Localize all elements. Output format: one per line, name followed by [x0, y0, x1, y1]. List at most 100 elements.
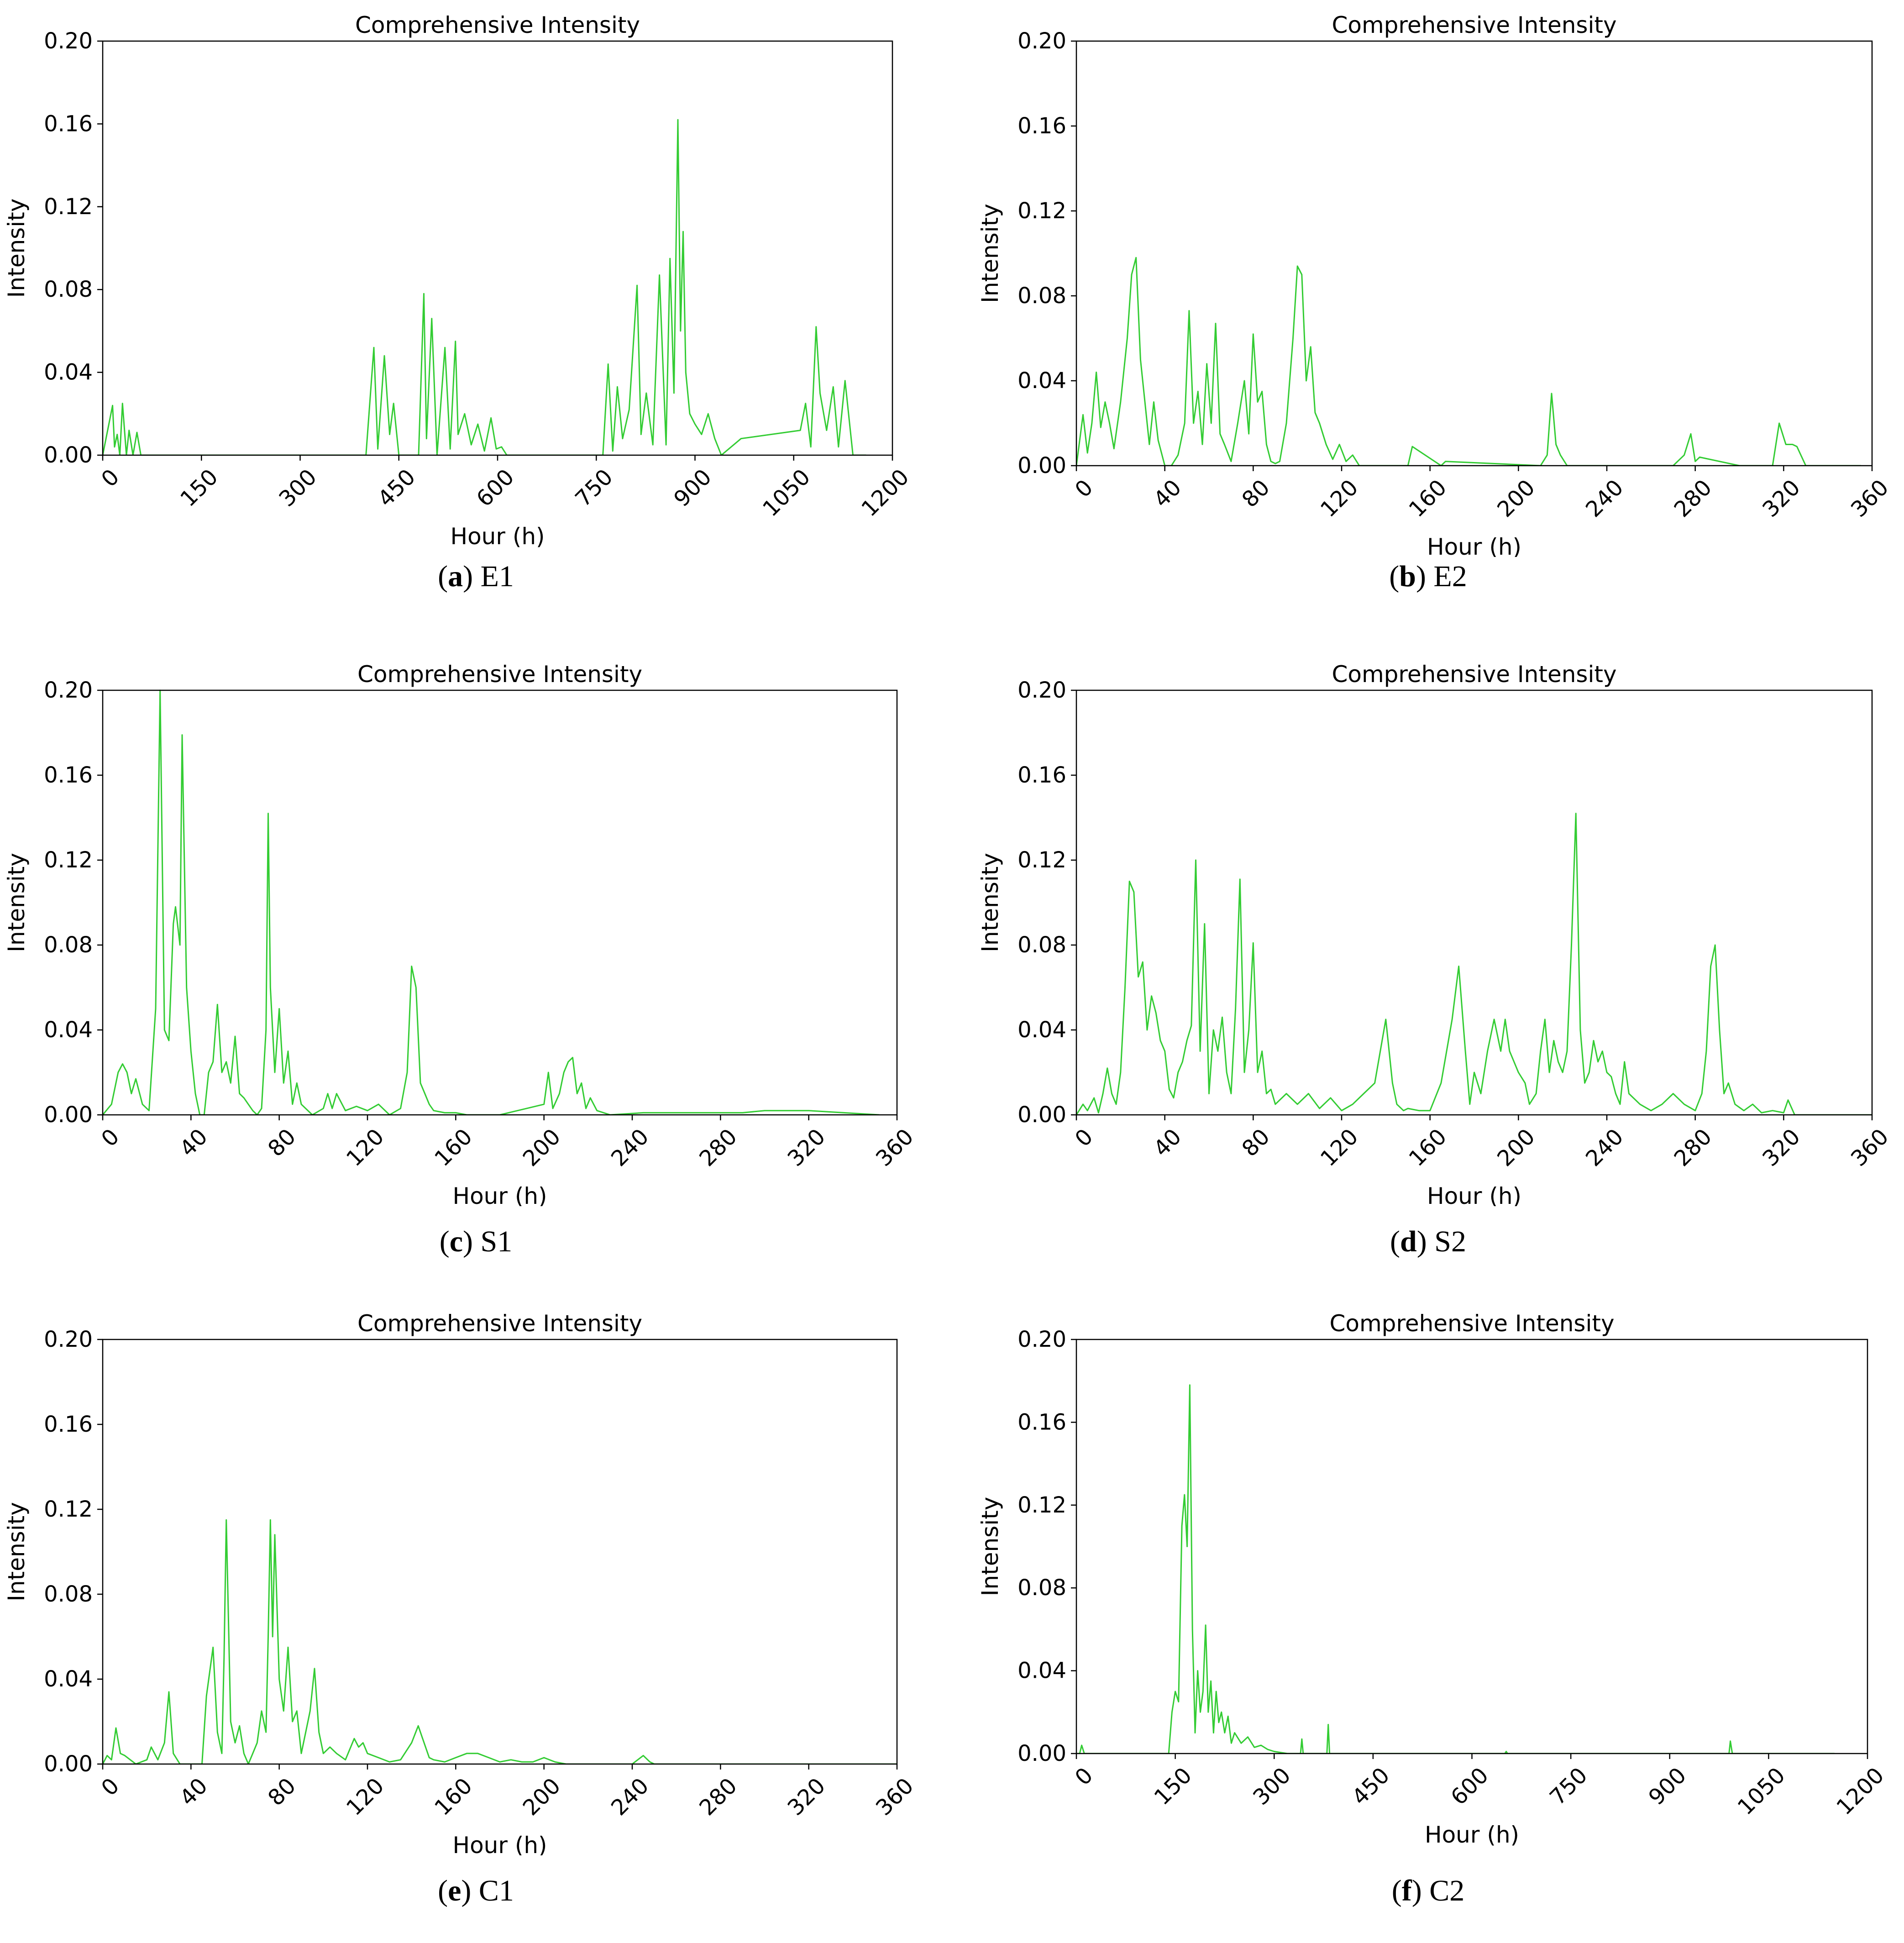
x-tick-label: 360 [1846, 1124, 1894, 1171]
y-tick-label: 0.08 [1018, 932, 1066, 958]
chart-svg: Comprehensive Intensity Intensity Hour (h)… [977, 1310, 1889, 1848]
x-axis-label: Hour (h) [1427, 1183, 1521, 1206]
intensity-series-line [1076, 813, 1872, 1115]
y-axis-label: Intensity [977, 204, 1003, 303]
chart-panel-e1: Comprehensive Intensity Intensity Hour (h)… [0, 0, 952, 645]
chart-title: Comprehensive Intensity [357, 661, 642, 688]
y-tick-label: 0.20 [44, 1327, 93, 1352]
x-tick-label: 200 [1492, 1124, 1540, 1171]
x-tick-label: 40 [1149, 1124, 1186, 1162]
caption-letter: f [1401, 1874, 1412, 1907]
subfigure-caption: (f) C2 [1391, 1874, 1465, 1907]
x-tick-label: 240 [1581, 475, 1628, 522]
subfigure-caption: (a) E1 [438, 560, 514, 593]
y-tick-label: 0.12 [1018, 1492, 1066, 1518]
x-tick-label: 160 [430, 1124, 477, 1171]
intensity-series-line [103, 689, 880, 1115]
y-tick-label: 0.20 [1018, 28, 1066, 54]
y-tick-label: 0.12 [44, 194, 93, 220]
y-axis-label: Intensity [977, 853, 1003, 952]
x-tick-label: 0 [1070, 1124, 1098, 1152]
x-tick-label: 40 [175, 1124, 213, 1162]
y-tick-label: 0.00 [1018, 453, 1066, 478]
x-tick-label: 160 [430, 1773, 477, 1821]
plot-frame [102, 1339, 898, 1765]
chart-svg: Comprehensive Intensity Intensity Hour (h)… [3, 1310, 918, 1855]
x-tick-label: 280 [694, 1124, 742, 1171]
x-tick-label: 450 [1347, 1763, 1395, 1810]
x-tick-label: 300 [274, 464, 321, 512]
caption-name: S1 [480, 1225, 513, 1258]
x-tick-label: 160 [1404, 475, 1452, 522]
y-tick-label: 0.08 [1018, 1575, 1066, 1601]
x-tick-label: 120 [1316, 1124, 1363, 1171]
x-tick-label: 300 [1248, 1763, 1296, 1810]
y-tick-label: 0.04 [1018, 368, 1066, 394]
x-axis-label: Hour (h) [452, 1832, 547, 1855]
x-tick-label: 600 [472, 464, 519, 512]
intensity-series-line [103, 1519, 897, 1764]
subfigure-caption: (c) S1 [439, 1225, 513, 1258]
y-axis-label: Intensity [977, 1497, 1003, 1596]
y-tick-label: 0.04 [44, 1017, 93, 1043]
chart-svg: Comprehensive Intensity Intensity Hour (h)… [977, 12, 1894, 557]
x-tick-label: 80 [1237, 1124, 1275, 1162]
x-tick-label: 360 [1846, 475, 1894, 522]
x-tick-label: 900 [1644, 1763, 1691, 1810]
x-tick-label: 280 [1669, 1124, 1717, 1171]
subfigure-caption: (b) E2 [1389, 560, 1467, 593]
y-tick-label: 0.20 [44, 28, 93, 54]
x-tick-label: 320 [1757, 475, 1805, 522]
y-tick-label: 0.12 [44, 1497, 93, 1522]
x-tick-label: 360 [871, 1124, 918, 1171]
chart-title: Comprehensive Intensity [357, 1310, 642, 1337]
y-tick-label: 0.04 [1018, 1017, 1066, 1043]
y-tick-label: 0.20 [1018, 677, 1066, 703]
y-tick-label: 0.16 [44, 111, 93, 137]
x-tick-label: 150 [175, 464, 223, 512]
x-tick-label: 200 [518, 1773, 566, 1821]
x-tick-label: 200 [518, 1124, 566, 1171]
y-tick-label: 0.08 [44, 1581, 93, 1607]
x-tick-label: 240 [606, 1773, 654, 1821]
x-tick-label: 0 [96, 1773, 124, 1801]
chart-panel-s2: Comprehensive Intensity Intensity Hour (h)… [952, 649, 1904, 1294]
chart-title: Comprehensive Intensity [1332, 12, 1616, 38]
intensity-series-line [1076, 1384, 1835, 1754]
x-axis-label: Hour (h) [450, 523, 545, 550]
x-tick-label: 1050 [758, 464, 815, 522]
caption-name: E2 [1433, 560, 1467, 593]
x-axis-label: Hour (h) [452, 1183, 547, 1206]
chart-panel-c2: Comprehensive Intensity Intensity Hour (h)… [952, 1298, 1904, 1943]
subfigure-caption: (e) C1 [438, 1874, 514, 1907]
x-tick-label: 160 [1404, 1124, 1452, 1171]
x-tick-label: 900 [669, 464, 716, 512]
y-tick-label: 0.00 [44, 1751, 93, 1777]
x-tick-label: 320 [783, 1124, 830, 1171]
x-tick-label: 200 [1492, 475, 1540, 522]
x-tick-label: 280 [1669, 475, 1717, 522]
x-tick-label: 0 [1070, 475, 1098, 503]
caption-letter: d [1400, 1225, 1417, 1258]
y-tick-label: 0.16 [1018, 1409, 1066, 1435]
y-tick-label: 0.16 [1018, 762, 1066, 788]
x-tick-label: 450 [373, 464, 420, 512]
x-tick-label: 360 [871, 1773, 918, 1821]
caption-letter: a [448, 560, 463, 593]
y-tick-label: 0.04 [1018, 1658, 1066, 1684]
y-tick-label: 0.16 [44, 1412, 93, 1437]
x-axis-label: Hour (h) [1425, 1822, 1519, 1848]
caption-name: S2 [1434, 1225, 1466, 1258]
chart-panel-s1: Comprehensive Intensity Intensity Hour (h)… [0, 649, 952, 1294]
x-tick-label: 750 [570, 464, 618, 512]
x-tick-label: 280 [694, 1773, 742, 1821]
intensity-series-line [1076, 257, 1861, 466]
y-tick-label: 0.16 [1018, 113, 1066, 139]
chart-panel-c1: Comprehensive Intensity Intensity Hour (h)… [0, 1298, 952, 1943]
y-tick-label: 0.00 [44, 442, 93, 468]
chart-title: Comprehensive Intensity [1329, 1310, 1614, 1337]
chart-panel-e2: Comprehensive Intensity Intensity Hour (h)… [952, 0, 1904, 645]
chart-title: Comprehensive Intensity [355, 12, 640, 38]
y-tick-label: 0.04 [44, 360, 93, 385]
caption-letter: c [449, 1225, 463, 1258]
